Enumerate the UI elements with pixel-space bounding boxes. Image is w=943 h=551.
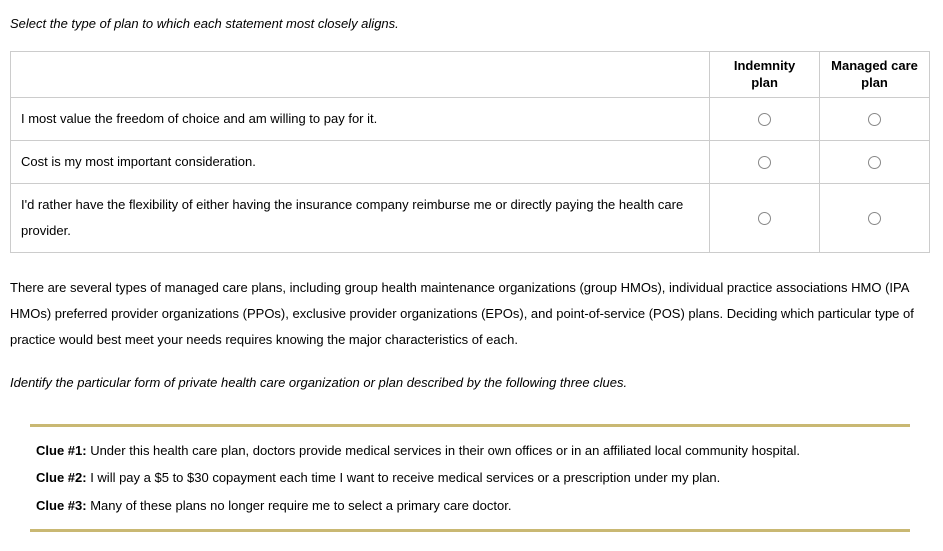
clue-1: Clue #1: Under this health care plan, do… <box>36 437 904 464</box>
statement-1: I most value the freedom of choice and a… <box>11 98 710 141</box>
radio-row2-managed[interactable] <box>868 156 881 169</box>
plan-table: Indemnity plan Managed care plan I most … <box>10 51 930 254</box>
clue-2-label: Clue #2: <box>36 470 87 485</box>
radio-row1-indemnity[interactable] <box>758 113 771 126</box>
radio-row3-indemnity[interactable] <box>758 212 771 225</box>
header-empty <box>11 51 710 98</box>
instruction-2: Identify the particular form of private … <box>10 371 933 396</box>
header-managed-line2: plan <box>861 75 888 90</box>
description-paragraph: There are several types of managed care … <box>10 275 943 353</box>
clue-2: Clue #2: I will pay a $5 to $30 copaymen… <box>36 464 904 491</box>
statement-3: I'd rather have the flexibility of eithe… <box>11 184 710 253</box>
statement-2: Cost is my most important consideration. <box>11 141 710 184</box>
header-indemnity: Indemnity plan <box>710 51 820 98</box>
clue-1-text: Under this health care plan, doctors pro… <box>87 443 800 458</box>
clue-box: Clue #1: Under this health care plan, do… <box>30 424 910 532</box>
instruction-1: Select the type of plan to which each st… <box>10 12 933 37</box>
clue-3-text: Many of these plans no longer require me… <box>87 498 512 513</box>
clue-3-label: Clue #3: <box>36 498 87 513</box>
header-managed-line1: Managed care <box>831 58 918 73</box>
radio-row1-managed[interactable] <box>868 113 881 126</box>
table-row: Cost is my most important consideration. <box>11 141 930 184</box>
header-managed: Managed care plan <box>820 51 930 98</box>
table-row: I most value the freedom of choice and a… <box>11 98 930 141</box>
radio-row2-indemnity[interactable] <box>758 156 771 169</box>
header-indemnity-line2: plan <box>751 75 778 90</box>
clue-1-label: Clue #1: <box>36 443 87 458</box>
radio-row3-managed[interactable] <box>868 212 881 225</box>
clue-2-text: I will pay a $5 to $30 copayment each ti… <box>87 470 721 485</box>
clue-3: Clue #3: Many of these plans no longer r… <box>36 492 904 519</box>
table-row: I'd rather have the flexibility of eithe… <box>11 184 930 253</box>
header-indemnity-line1: Indemnity <box>734 58 795 73</box>
